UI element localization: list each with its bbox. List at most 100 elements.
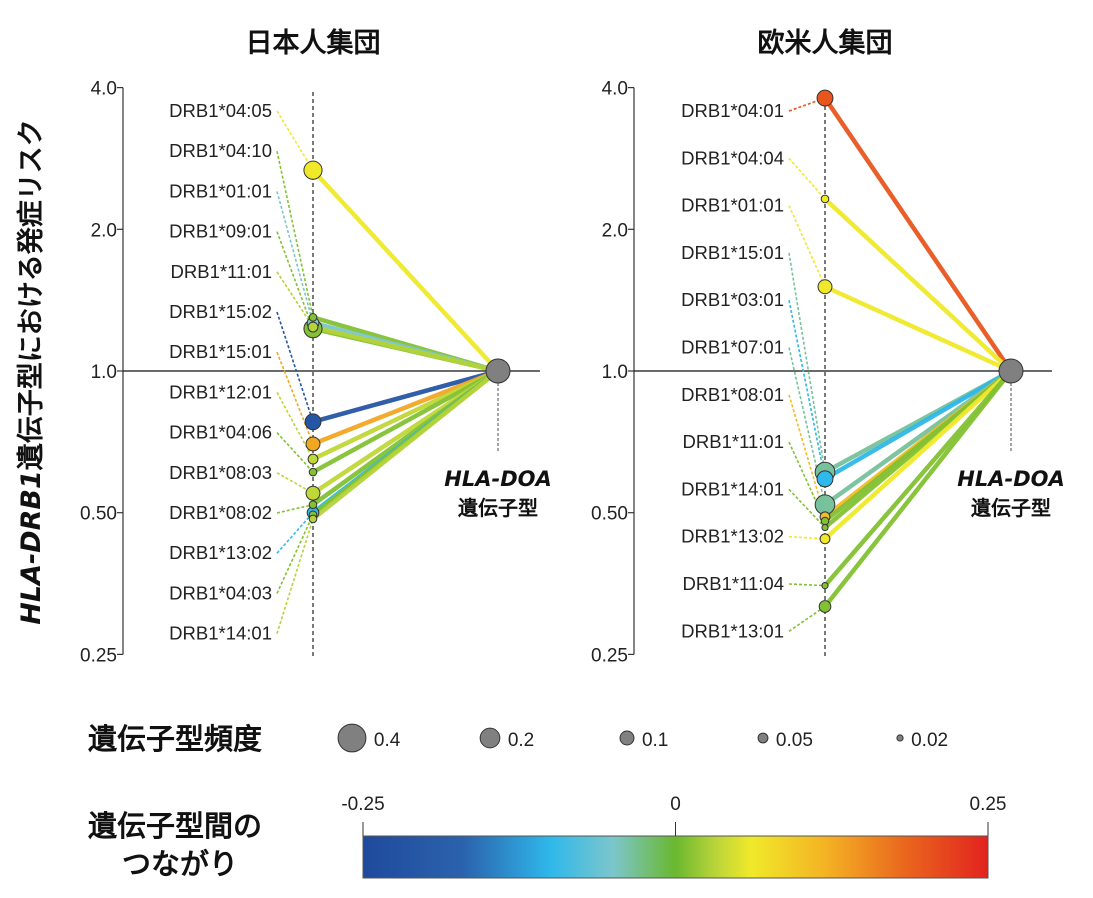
- allele-leader-line: [276, 432, 314, 473]
- allele-label: DRB1*01:01: [169, 180, 272, 201]
- y-axis-label: HLA-DRB1遺伝子型における発症リスク: [16, 119, 47, 624]
- allele-leader-line: [788, 347, 826, 505]
- allele-label: DRB1*04:04: [681, 147, 784, 168]
- allele-leader-line: [788, 157, 826, 200]
- allele-risk-line: [310, 167, 501, 374]
- allele-point: [821, 582, 829, 590]
- y-tick-label: 2.0: [602, 220, 628, 241]
- allele-risk-line: [822, 95, 1014, 374]
- allele-point: [817, 279, 833, 295]
- allele-point: [305, 436, 321, 452]
- hla-doa-node: [485, 358, 511, 384]
- allele-label: DRB1*04:01: [681, 100, 784, 121]
- size-legend-circle: [757, 732, 769, 744]
- allele-leader-line: [788, 605, 826, 632]
- size-legend-label: 0.1: [642, 730, 668, 751]
- allele-label: DRB1*11:04: [683, 573, 784, 594]
- size-legend-label: 0.02: [911, 730, 948, 751]
- allele-point: [304, 413, 322, 431]
- colorbar-tick-label: 0: [670, 794, 681, 815]
- y-tick-label: 4.0: [602, 79, 628, 100]
- y-axis-label-text: 遺伝子型における発症リスク: [16, 119, 47, 470]
- panel-2: 欧米人集団 4.0 2.0 1.0 0.50 0.25 DRB1*04:01 DRB1*04:…: [591, 27, 1065, 666]
- allele-leader-line: [788, 583, 826, 587]
- panel-1: 日本人集団 4.0 2.0 1.0 0.50 0.25 DRB1*04:05 DRB1*04:…: [80, 27, 552, 666]
- allele-point: [308, 500, 318, 509]
- panel-title: 欧米人集団: [758, 27, 893, 59]
- allele-leader-line: [788, 488, 826, 529]
- allele-point: [821, 523, 829, 532]
- allele-risk-line: [310, 324, 501, 374]
- allele-label: DRB1*08:03: [169, 462, 272, 483]
- allele-label: DRB1*04:05: [169, 100, 272, 121]
- allele-leader-line: [788, 205, 826, 288]
- colorbar: [362, 835, 989, 879]
- allele-risk-line: [822, 368, 1014, 609]
- allele-risk-line: [310, 368, 501, 475]
- color-legend-title-line2: つながり: [122, 847, 238, 881]
- allele-label: DRB1*04:10: [169, 140, 272, 161]
- allele-label: DRB1*13:02: [681, 526, 784, 547]
- allele-risk-line: [822, 196, 1014, 374]
- allele-leader-line: [276, 311, 314, 423]
- allele-label: DRB1*15:01: [681, 242, 784, 263]
- y-tick-label: 2.0: [91, 220, 117, 241]
- allele-point: [819, 533, 831, 545]
- allele-label: DRB1*13:01: [681, 620, 784, 641]
- hla-doa-node: [998, 358, 1024, 384]
- allele-point: [816, 89, 834, 107]
- allele-leader-line: [276, 151, 314, 318]
- allele-leader-line: [276, 503, 314, 514]
- color-legend-title-line1: 遺伝子型間の: [88, 809, 262, 843]
- allele-label: DRB1*01:01: [681, 195, 784, 216]
- allele-leader-line: [788, 252, 826, 473]
- size-legend-title: 遺伝子型頻度: [88, 722, 262, 756]
- allele-point: [308, 467, 318, 477]
- y-axis-label-gene: HLA-DRB1: [16, 470, 47, 624]
- allele-point: [303, 160, 323, 180]
- allele-point: [305, 485, 321, 501]
- allele-point: [816, 470, 834, 488]
- allele-label: DRB1*11:01: [683, 431, 784, 452]
- node-label-sub: 遺伝子型: [458, 496, 538, 520]
- y-tick-label: 0.25: [591, 645, 628, 666]
- y-tick-label: 4.0: [91, 79, 117, 100]
- size-legend-label: 0.2: [508, 730, 534, 751]
- allele-leader-line: [276, 271, 314, 328]
- y-tick-label: 1.0: [602, 362, 628, 383]
- allele-point: [308, 313, 318, 322]
- allele-leader-line: [276, 110, 314, 171]
- y-tick-label: 1.0: [91, 362, 117, 383]
- node-label-sub: 遺伝子型: [971, 496, 1051, 520]
- allele-leader-line: [276, 392, 314, 460]
- allele-label: DRB1*15:01: [169, 341, 272, 362]
- size-legend: 遺伝子型頻度 0.4 0.2 0.1 0.05 0.02: [88, 722, 948, 756]
- allele-point: [818, 600, 832, 613]
- allele-point: [307, 321, 319, 333]
- allele-point: [307, 453, 319, 465]
- y-tick-label: 0.50: [591, 504, 628, 525]
- svg-text:HLA-DRB1遺伝子型における発症リスク: HLA-DRB1遺伝子型における発症リスク: [16, 119, 47, 624]
- allele-leader-line: [276, 514, 314, 594]
- allele-label: DRB1*14:01: [169, 623, 272, 644]
- colorbar-tick-label: 0.25: [970, 794, 1007, 815]
- color-legend: 遺伝子型間の つながり -0.25 0 0.25: [88, 794, 1006, 881]
- size-legend-circle: [479, 727, 501, 749]
- allele-label: DRB1*04:06: [169, 422, 272, 443]
- allele-risk-line: [822, 368, 1014, 542]
- allele-leader-line: [276, 472, 314, 494]
- allele-label: DRB1*08:01: [681, 384, 784, 405]
- allele-leader-line: [276, 191, 314, 324]
- panel-title: 日本人集団: [246, 27, 381, 59]
- allele-label: DRB1*08:02: [169, 502, 272, 523]
- allele-points: [814, 89, 836, 613]
- allele-label: DRB1*14:01: [681, 478, 784, 499]
- allele-leader-line: [276, 512, 314, 554]
- allele-point: [308, 514, 318, 524]
- allele-risk-line: [310, 368, 501, 425]
- allele-leader-line: [788, 535, 826, 540]
- allele-label: DRB1*15:02: [169, 301, 272, 322]
- allele-leader-line: [276, 518, 314, 634]
- allele-risk-line: [822, 368, 1014, 482]
